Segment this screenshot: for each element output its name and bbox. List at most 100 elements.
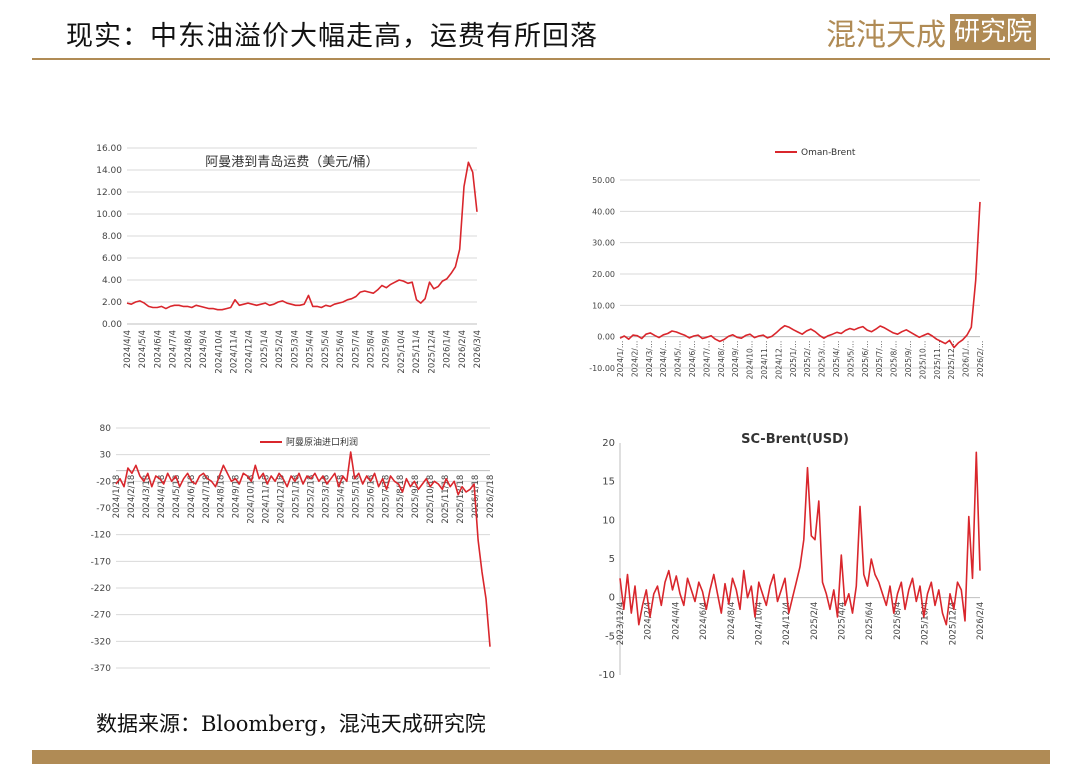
x-tick-label: 2025/11/18 [441, 475, 451, 524]
x-tick-label: 2025/6/… [861, 341, 870, 377]
x-tick-label: 2025/4/18 [336, 475, 346, 519]
x-tick-label: 2025/12/4 [427, 330, 437, 374]
legend-label: 阿曼原油进口利润 [286, 436, 358, 448]
x-tick-label: 2025/5/4 [321, 330, 331, 368]
oman-brent-chart: -10.00 0.00 10.00 20.00 30.00 40.00 50.00 2024/… [570, 140, 990, 390]
header-divider [32, 58, 1050, 60]
x-tick-label: 2024/2/18 [127, 475, 137, 519]
x-tick-label: 2025/2/18 [306, 475, 316, 519]
x-tick-label: 2024/9/… [731, 341, 740, 377]
x-tick-label: 2024/1/… [616, 341, 625, 377]
x-tick-label: 2026/2/4 [976, 602, 986, 640]
chart-title: 阿曼港到青岛运费（美元/桶） [205, 154, 378, 170]
y-tick-label: 20 [602, 438, 615, 449]
y-tick-label: 16.00 [96, 144, 122, 154]
x-tick-label: 2025/6/4 [865, 602, 875, 640]
x-tick-label: 2025/9/4 [382, 330, 392, 368]
x-tick-label: 2024/8/… [717, 341, 726, 377]
x-tick-label: 2025/4/4 [838, 602, 848, 640]
x-tick-label: 2024/3/18 [142, 475, 152, 519]
y-tick-label: 12.00 [96, 188, 122, 198]
y-tick-label: -170 [91, 557, 112, 567]
x-tick-label: 2024/6/… [688, 341, 697, 377]
x-tick-label: 2026/1/… [962, 341, 971, 377]
y-tick-label: -10.00 [589, 364, 615, 373]
series-line [115, 451, 491, 647]
logo-box: 研究院 [950, 14, 1037, 50]
x-tick-label: 2024/10/4 [214, 330, 224, 374]
x-tick-label: 2024/2/… [630, 341, 639, 377]
y-tick-label: -5 [605, 631, 615, 642]
x-tick-label: 2024/10/4 [754, 602, 764, 646]
x-tick-label: 2024/8/4 [184, 330, 194, 368]
x-tick-label: 2024/3/… [645, 341, 654, 377]
x-tick-label: 2025/10/18 [426, 475, 436, 524]
x-tick-label: 2024/6/4 [699, 602, 709, 640]
x-tick-label: 2025/7/… [875, 341, 884, 377]
x-tick-label: 2024/7/18 [202, 475, 212, 519]
x-tick-label: 2025/12/18 [456, 475, 466, 524]
y-tick-label: 20.00 [592, 270, 615, 279]
x-tick-label: 2025/4/… [832, 341, 841, 377]
legend-label: Oman-Brent [801, 148, 856, 158]
x-tick-label: 2024/12/18 [277, 475, 287, 524]
y-tick-label: 10.00 [592, 301, 615, 310]
y-tick-label: 30.00 [592, 239, 615, 248]
x-tick-label: 2024/5/18 [172, 475, 182, 519]
x-tick-label: 2025/10… [918, 341, 927, 380]
import-profit-chart: -370 -320 -270 -220 -170 -120 -70 -20 30 80 2024/1… [80, 420, 500, 680]
y-tick-label: 8.00 [102, 232, 122, 242]
x-tick-label: 2025/4/4 [306, 330, 316, 368]
x-tick-label: 2025/2/… [803, 341, 812, 377]
y-tick-label: -370 [91, 664, 112, 674]
y-tick-label: 0.00 [102, 320, 122, 330]
y-tick-label: 10 [602, 515, 615, 526]
y-tick-label: 2.00 [102, 298, 122, 308]
sc-brent-chart: -10 -5 0 5 10 15 20 2023/12/4 2024/2/4 2024/4/4 20… [580, 425, 1000, 685]
x-tick-label: 2023/12/4 [616, 602, 626, 646]
x-tick-label: 2024/11/4 [230, 330, 240, 374]
x-tick-label: 2025/2/4 [275, 330, 285, 368]
x-tick-label: 2024/10/18 [247, 475, 257, 524]
x-tick-label: 2024/8/4 [727, 602, 737, 640]
x-tick-label: 2024/4/18 [157, 475, 167, 519]
chart-title: SC-Brent(USD) [741, 432, 849, 447]
x-tick-label: 2024/7/… [702, 341, 711, 377]
brand-logo: 混沌天成 研究院 [826, 12, 1037, 53]
y-tick-label: -270 [91, 611, 112, 621]
x-tick-label: 2025/11/4 [412, 330, 422, 374]
y-tick-label: -70 [96, 504, 111, 514]
x-tick-label: 2025/7/4 [351, 330, 361, 368]
y-tick-label: 30 [100, 451, 112, 461]
x-tick-label: 2025/10/4 [921, 602, 931, 646]
x-tick-label: 2026/2/… [976, 341, 985, 377]
x-tick-label: 2024/7/4 [169, 330, 179, 368]
x-tick-label: 2025/7/18 [381, 475, 391, 519]
y-tick-label: 4.00 [102, 276, 122, 286]
x-tick-label: 2025/9/… [904, 341, 913, 377]
x-tick-label: 2025/8/4 [366, 330, 376, 368]
x-tick-label: 2024/2/4 [644, 602, 654, 640]
series-line [619, 451, 981, 626]
x-tick-label: 2025/3/4 [290, 330, 300, 368]
x-tick-label: 2025/6/18 [366, 475, 376, 519]
x-tick-label: 2025/6/4 [336, 330, 346, 368]
x-tick-label: 2025/5/18 [351, 475, 361, 519]
x-tick-label: 2025/1/18 [292, 475, 302, 519]
y-tick-label: 15 [602, 477, 615, 488]
x-tick-label: 2026/3/4 [473, 330, 483, 368]
x-tick-label: 2024/5/4 [138, 330, 148, 368]
y-tick-label: -10 [599, 670, 615, 681]
y-tick-label: 0 [609, 593, 615, 604]
x-tick-label: 2024/4/4 [671, 602, 681, 640]
x-tick-label: 2025/2/4 [810, 602, 820, 640]
x-tick-label: 2025/8/… [890, 341, 899, 377]
x-tick-label: 2025/12/4 [948, 602, 958, 646]
y-tick-label: 6.00 [102, 254, 122, 264]
x-tick-label: 2024/6/18 [187, 475, 197, 519]
x-tick-label: 2026/2/4 [458, 330, 468, 368]
y-tick-label: 14.00 [96, 166, 122, 176]
x-tick-label: 2025/10/4 [397, 330, 407, 374]
series-line [126, 161, 478, 311]
x-tick-label: 2025/11… [933, 341, 942, 380]
